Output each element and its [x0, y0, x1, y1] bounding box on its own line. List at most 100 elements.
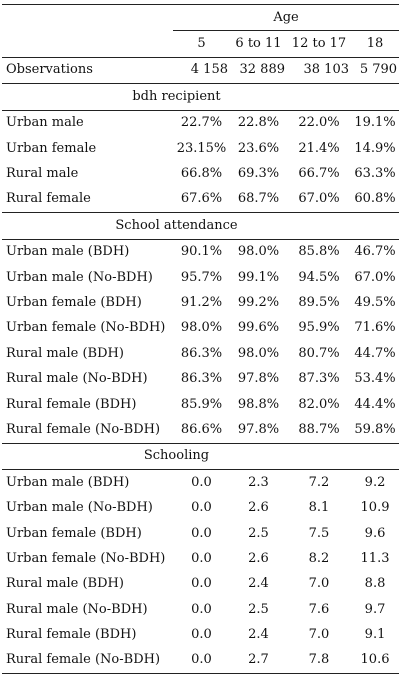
table-row: Rural female 67.6% 68.7% 67.0% 60.8% — [2, 187, 399, 213]
cell-value: 91.2% — [180, 294, 223, 310]
cell-value: 23.6% — [237, 140, 280, 156]
row-label: Rural female (BDH) — [6, 396, 137, 412]
cell-value: 0.0 — [173, 647, 230, 674]
cell-value: 7.2 — [287, 469, 351, 496]
cell-value: 22.7% — [173, 109, 230, 136]
cell-value: 80.7% — [298, 345, 340, 361]
section-header-row: bdh recipient — [2, 83, 400, 111]
row-label: Urban male — [2, 109, 173, 136]
cell-value: 99.1% — [237, 269, 280, 285]
row-label: Urban female (No-BDH) — [6, 550, 166, 566]
table-row: Rural male (No-BDH) 86.3% 97.8% 87.3% 53.4% — [2, 366, 399, 391]
row-label: Urban female (BDH) — [6, 525, 142, 541]
cell-value: 59.8% — [354, 421, 396, 437]
cell-value: 2.4 — [248, 627, 269, 643]
cell-value: 10.6 — [351, 647, 400, 674]
cell-value: 0.0 — [191, 550, 212, 566]
cell-value: 86.3% — [180, 371, 223, 387]
cell-value: 2.3 — [230, 469, 287, 496]
cell-value: 8.8 — [364, 576, 386, 592]
cell-value: 22.8% — [230, 109, 287, 136]
statistics-table: Age 5 6 to 11 12 to 17 18 Observations 4… — [2, 3, 400, 674]
cell-value: 8.2 — [308, 550, 330, 566]
cell-value: 44.4% — [354, 396, 396, 412]
row-label: Observations — [2, 56, 173, 84]
cell-value: 89.5% — [298, 294, 340, 310]
row-label: Rural male (No-BDH) — [6, 601, 148, 617]
cell-value: 10.9 — [360, 500, 390, 516]
table-row: Rural male (BDH) 86.3% 98.0% 80.7% 44.7% — [2, 341, 399, 366]
section-header-row: School attendance — [2, 212, 400, 240]
cell-value: 46.7% — [351, 238, 400, 265]
column-header: 18 — [366, 36, 384, 52]
table-row: Urban female 23.15% 23.6% 21.4% 14.9% — [2, 136, 399, 161]
table-row: Urban male 22.7% 22.8% 22.0% 19.1% — [2, 109, 400, 136]
cell-value: 11.3 — [360, 550, 390, 566]
cell-value: 9.2 — [351, 469, 400, 496]
table-row: Urban male (BDH) 0.0 2.3 7.2 9.2 — [2, 469, 400, 496]
row-label: Rural male (No-BDH) — [6, 371, 148, 387]
cell-value: 98.0% — [180, 320, 223, 336]
cell-value: 8.1 — [308, 500, 330, 516]
cell-value: 82.0% — [298, 396, 340, 412]
row-label: Rural female — [6, 191, 91, 207]
group-header-row: Age — [2, 3, 400, 32]
cell-value: 0.0 — [191, 500, 212, 516]
cell-value: 99.6% — [237, 320, 280, 336]
cell-value: 0.0 — [191, 627, 212, 643]
row-label: Urban female (BDH) — [6, 294, 142, 310]
cell-value: 67.0% — [298, 191, 340, 207]
cell-value: 97.8% — [237, 371, 280, 387]
cell-value: 85.8% — [287, 238, 351, 265]
cell-value: 60.8% — [354, 191, 396, 207]
row-label: Urban male (No-BDH) — [6, 500, 153, 516]
cell-value: 88.7% — [298, 421, 340, 437]
row-label: Urban female — [6, 140, 97, 156]
cell-value: 9.6 — [364, 525, 386, 541]
cell-value: 71.6% — [354, 320, 396, 336]
cell-value: 95.9% — [298, 320, 340, 336]
cell-value: 21.4% — [298, 140, 340, 156]
row-label: Rural female (BDH) — [6, 627, 137, 643]
cell-value: 9.1 — [364, 627, 386, 643]
section-title: School attendance — [2, 212, 351, 240]
cell-value: 90.1% — [173, 238, 230, 265]
cell-value: 67.0% — [354, 269, 396, 285]
cell-value: 67.6% — [180, 191, 223, 207]
cell-value: 68.7% — [237, 191, 280, 207]
cell-value: 14.9% — [354, 140, 396, 156]
column-header: 6 to 11 — [235, 36, 282, 52]
cell-value: 23.15% — [176, 140, 227, 156]
cell-value: 4 158 — [173, 56, 230, 84]
table-row: Rural male 66.8% 69.3% 66.7% 63.3% — [2, 161, 399, 186]
cell-value: 9.7 — [364, 601, 386, 617]
row-label: Urban male (No-BDH) — [6, 269, 153, 285]
section-title: Schooling — [2, 442, 351, 470]
table-row: Rural female (No-BDH) 0.0 2.7 7.8 10.6 — [2, 647, 400, 674]
cell-value: 2.6 — [248, 500, 269, 516]
cell-value: 44.7% — [354, 345, 396, 361]
observations-row: Observations 4 158 32 889 38 103 5 790 — [2, 56, 400, 84]
cell-value: 98.8% — [237, 396, 280, 412]
cell-value: 7.5 — [308, 525, 330, 541]
row-label: Rural male — [6, 166, 79, 182]
cell-value: 69.3% — [237, 166, 280, 182]
cell-value: 2.7 — [230, 647, 287, 674]
cell-value: 66.7% — [298, 166, 340, 182]
cell-value: 87.3% — [298, 371, 340, 387]
row-label: Rural female (No-BDH) — [2, 647, 173, 674]
cell-value: 19.1% — [351, 109, 400, 136]
cell-value: 98.0% — [237, 345, 280, 361]
cell-value: 7.8 — [287, 647, 351, 674]
cell-value: 0.0 — [191, 525, 212, 541]
cell-value: 95.7% — [180, 269, 223, 285]
table-row: Rural male (BDH) 0.0 2.4 7.0 8.8 — [2, 572, 399, 597]
cell-value: 22.0% — [287, 109, 351, 136]
cell-value: 97.8% — [237, 421, 280, 437]
table-row: Urban male (BDH) 90.1% 98.0% 85.8% 46.7% — [2, 238, 400, 265]
cell-value: 2.5 — [248, 601, 269, 617]
cell-value: 2.6 — [248, 550, 269, 566]
cell-value: 66.8% — [180, 166, 223, 182]
table-row: Rural female (BDH) 85.9% 98.8% 82.0% 44.4% — [2, 392, 399, 417]
table-row: Urban female (BDH) 91.2% 99.2% 89.5% 49.5% — [2, 290, 399, 315]
